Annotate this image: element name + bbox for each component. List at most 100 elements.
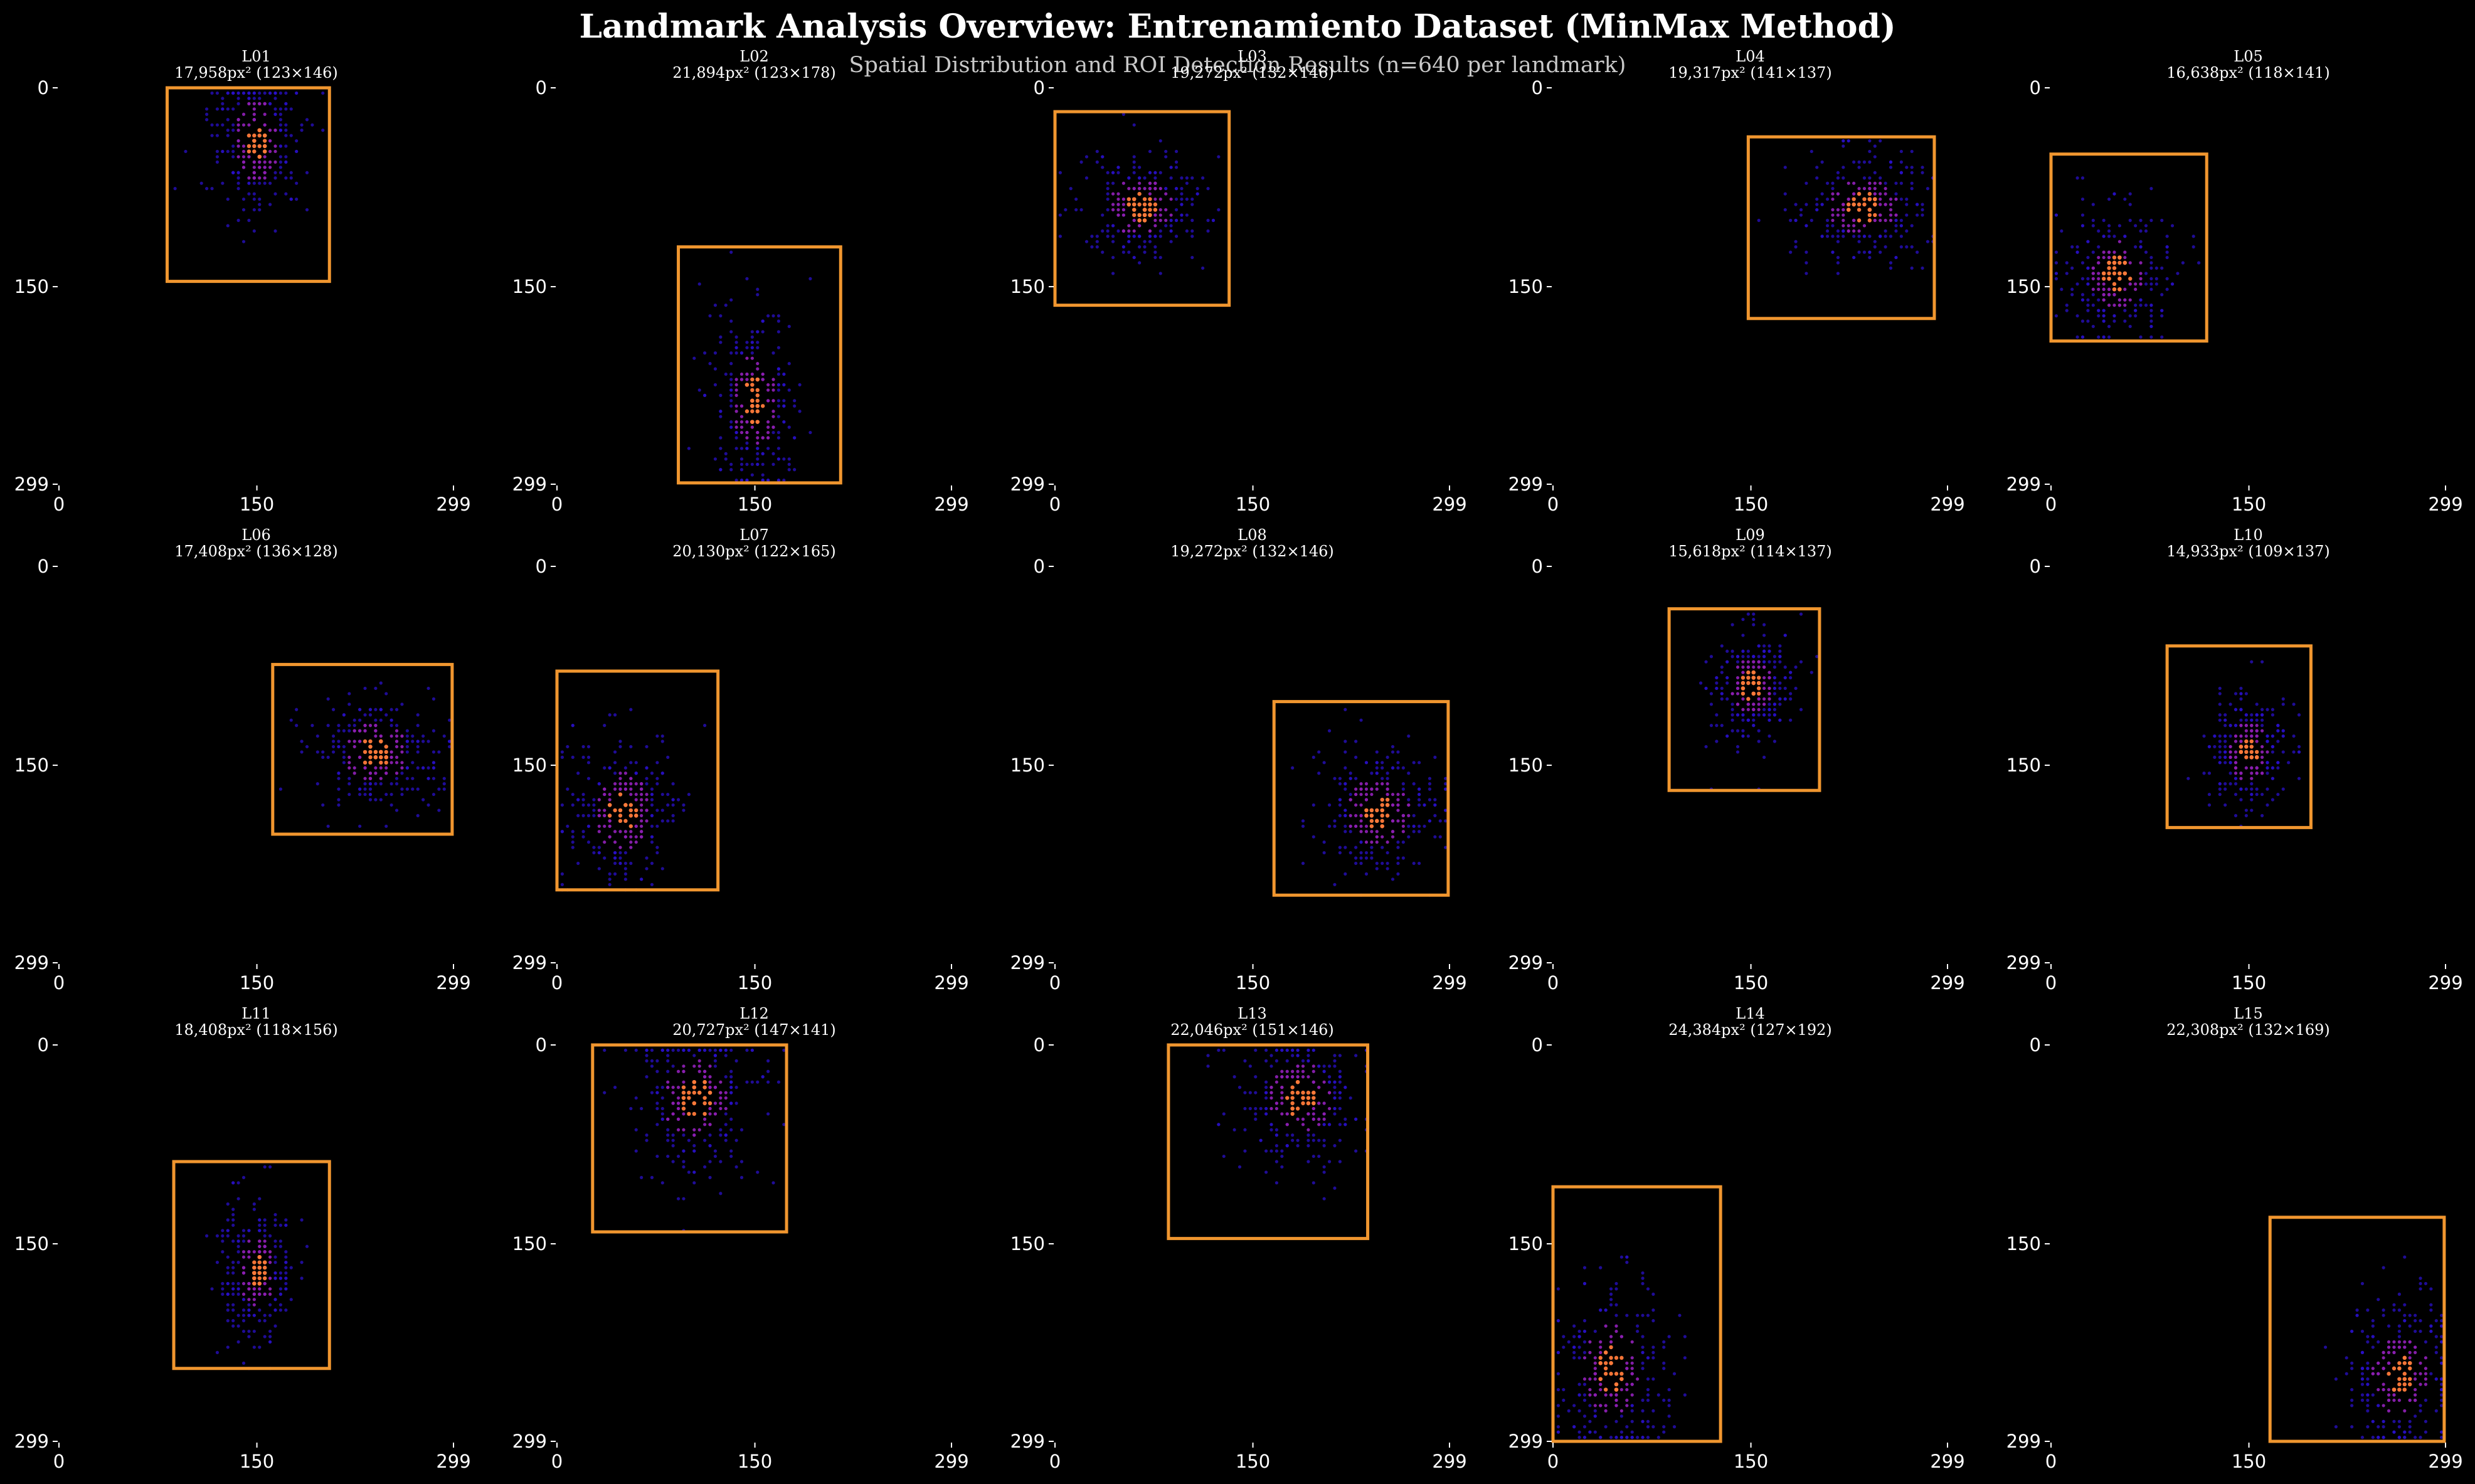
data-point — [262, 1271, 267, 1275]
data-point — [1572, 1335, 1576, 1338]
data-point — [586, 814, 591, 817]
panel-title: L01 — [241, 48, 270, 65]
data-point — [1805, 203, 1808, 206]
data-point — [2191, 245, 2195, 249]
data-point — [1312, 1096, 1316, 1100]
data-point — [703, 1123, 707, 1126]
data-point — [1375, 761, 1379, 765]
data-point — [2266, 761, 2269, 765]
data-point — [645, 745, 649, 749]
data-point — [2382, 1404, 2385, 1407]
data-point — [761, 330, 765, 334]
data-point — [1301, 1090, 1305, 1095]
data-point — [761, 436, 765, 440]
data-point — [1174, 235, 1179, 238]
data-point — [1354, 739, 1358, 743]
data-point — [405, 750, 409, 754]
data-point — [236, 1197, 240, 1200]
data-point — [560, 830, 564, 834]
x-tick-label: 299 — [1930, 1451, 1964, 1472]
data-point — [2218, 750, 2222, 754]
x-tick-label: 150 — [240, 972, 274, 994]
data-point — [713, 1054, 718, 1057]
data-point — [1746, 655, 1750, 659]
data-point — [682, 1048, 686, 1052]
roi-box — [166, 86, 331, 284]
data-point — [634, 798, 638, 802]
data-point — [719, 314, 723, 318]
data-point — [1910, 171, 1914, 174]
roi-box — [2165, 644, 2313, 829]
data-point — [623, 771, 627, 775]
data-point — [268, 160, 272, 164]
data-point — [1831, 192, 1835, 196]
data-point — [1746, 708, 1750, 711]
y-tick-label: 299 — [1010, 474, 1045, 495]
data-point — [358, 729, 362, 733]
data-point — [613, 787, 617, 791]
data-point — [1354, 803, 1358, 807]
data-point — [263, 123, 267, 127]
data-point — [1746, 665, 1750, 669]
data-point — [432, 776, 436, 780]
data-point — [607, 803, 612, 807]
data-point — [1106, 171, 1110, 174]
data-point — [231, 1319, 235, 1323]
data-point — [368, 798, 373, 802]
data-point — [2255, 766, 2259, 770]
data-point — [1746, 660, 1750, 664]
data-point — [1889, 208, 1893, 212]
data-point — [1312, 1069, 1315, 1073]
data-point — [1306, 1144, 1310, 1148]
data-point — [1275, 1133, 1279, 1137]
data-point — [793, 404, 797, 408]
data-point — [405, 745, 409, 749]
data-point — [1725, 660, 1729, 664]
data-point — [776, 388, 781, 392]
data-point — [655, 1091, 659, 1094]
data-point — [1725, 649, 1729, 653]
data-point — [761, 479, 765, 482]
data-point — [1582, 1319, 1587, 1323]
data-point — [1810, 149, 1813, 154]
data-point — [268, 1250, 272, 1254]
data-point — [1836, 272, 1840, 275]
data-point — [618, 787, 622, 791]
data-point — [315, 734, 319, 738]
data-point — [682, 1160, 686, 1163]
data-point — [1625, 1361, 1629, 1365]
data-point — [1741, 697, 1745, 701]
data-point — [241, 112, 246, 116]
data-point — [358, 718, 362, 722]
data-point — [1153, 250, 1157, 254]
data-point — [263, 1239, 267, 1243]
data-point — [782, 399, 786, 403]
data-point — [2377, 1436, 2380, 1439]
data-point — [1667, 1335, 1671, 1338]
data-point — [226, 197, 230, 201]
data-point — [300, 123, 304, 127]
data-point — [655, 1154, 659, 1158]
data-point — [1401, 792, 1405, 797]
data-point — [1312, 1181, 1315, 1185]
data-point — [284, 102, 288, 105]
data-point — [1783, 633, 1787, 637]
data-point — [342, 713, 346, 717]
data-point — [231, 1181, 235, 1185]
data-point — [2149, 277, 2153, 280]
data-point — [692, 356, 696, 360]
data-point — [1206, 229, 1210, 233]
data-point — [1836, 255, 1840, 260]
data-point — [326, 824, 330, 828]
data-point — [1280, 1165, 1284, 1169]
data-point — [1370, 787, 1374, 791]
data-point — [1767, 676, 1771, 680]
data-point — [384, 824, 388, 828]
data-point — [1142, 197, 1147, 201]
data-point — [2440, 1361, 2444, 1365]
data-point — [1396, 761, 1400, 765]
data-point — [1280, 1075, 1284, 1079]
data-point — [2424, 1356, 2428, 1360]
data-point — [724, 1138, 728, 1142]
data-point — [713, 1086, 718, 1089]
